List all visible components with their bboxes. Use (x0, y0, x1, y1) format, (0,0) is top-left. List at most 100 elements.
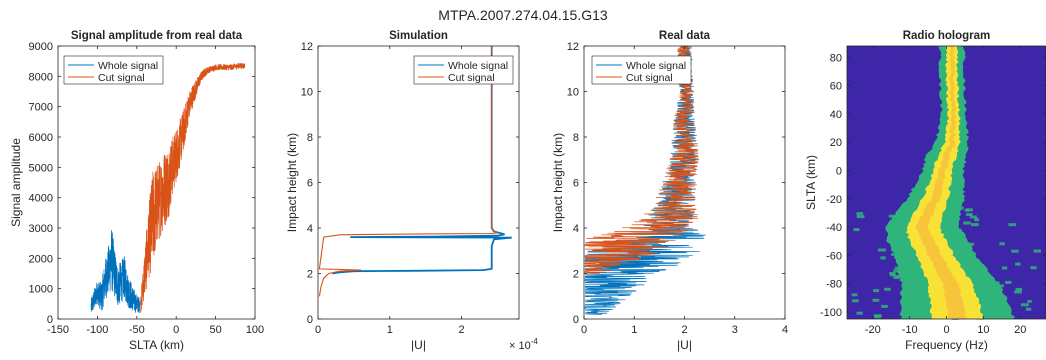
x-tick-label: 0 (581, 324, 587, 336)
plot-frame (317, 45, 520, 320)
x-tick-label: 2 (681, 324, 687, 336)
x-tick-label: 1 (631, 324, 637, 336)
hologram-speckle (873, 289, 880, 293)
hologram-speckle (1025, 307, 1032, 311)
y-tick-label: -40 (826, 222, 842, 234)
x-tick-label: -150 (47, 324, 69, 336)
x-tick-label: 0 (173, 324, 179, 336)
y-tick-label: 60 (830, 81, 842, 93)
hologram-speckle (1008, 223, 1017, 227)
legend-entry: Whole signal (626, 60, 686, 72)
series-line-cut (140, 62, 246, 313)
x-tick-label: 3 (732, 324, 738, 336)
legend-entry: Cut signal (98, 72, 145, 84)
x-tick-label: 4 (782, 324, 788, 336)
hologram-speckle (890, 273, 896, 277)
legend-box (591, 55, 692, 85)
x-tick-label: 2 (459, 324, 465, 336)
hologram-speckle (1027, 300, 1032, 303)
y-tick-label: 9000 (29, 41, 53, 53)
hologram-speckle (998, 284, 1004, 288)
hologram-speckle (888, 214, 896, 218)
y-tick-label: 7000 (29, 102, 53, 114)
hologram-speckle (1005, 280, 1012, 284)
series-line-whole (332, 46, 512, 275)
hologram-speckle (1001, 266, 1008, 270)
hologram-speckle (1020, 303, 1029, 307)
x-tick-label: -20 (865, 324, 881, 336)
panel-title: Simulation (389, 30, 448, 42)
hologram-speckle (893, 276, 900, 279)
y-tick-label: 5000 (29, 162, 53, 174)
y-tick-label: 0 (573, 314, 579, 326)
legend-box (413, 55, 514, 85)
x-tick-label: 0 (943, 324, 949, 336)
hologram-speckle (853, 228, 860, 232)
x-tick-label: 1 (387, 324, 393, 336)
hologram-speckle (1015, 287, 1023, 291)
hologram-speckle (878, 248, 886, 252)
hologram-speckle (891, 252, 896, 256)
y-tick-label: 80 (830, 52, 842, 64)
y-tick-label: 4000 (29, 193, 53, 205)
y-tick-label: 12 (301, 41, 313, 53)
y-tick-label: 20 (830, 137, 842, 149)
hologram-speckle (1014, 290, 1022, 294)
legend-entry: Cut signal (448, 72, 495, 84)
x-exponent-power: -4 (531, 337, 539, 346)
y-tick-label: 12 (567, 41, 579, 53)
y-axis-label: Signal amplitude (9, 138, 23, 227)
hologram-speckle (971, 223, 979, 227)
x-tick-label: -100 (86, 324, 108, 336)
x-exponent-base: × 10 (509, 340, 531, 352)
y-tick-label: 10 (567, 87, 579, 99)
y-tick-label: -80 (826, 279, 842, 291)
x-tick-label: 100 (246, 324, 264, 336)
hologram-speckle (999, 242, 1005, 246)
hologram-speckle (1030, 266, 1037, 270)
series-line-whole (90, 230, 141, 313)
y-tick-label: 2 (307, 269, 313, 281)
hologram-speckle (880, 256, 886, 260)
y-tick-label: 8 (573, 132, 579, 144)
y-tick-label: 0 (47, 314, 53, 326)
hologram-speckle (974, 218, 980, 222)
legend-entry: Whole signal (98, 60, 158, 72)
y-tick-label: 6000 (29, 132, 53, 144)
x-tick-label: 0 (315, 324, 321, 336)
radio-hologram-panel: -20 -10 0 10 20-100-80-60-40-20020406080Radi… (804, 30, 1046, 352)
y-tick-label: 1000 (29, 284, 53, 296)
x-axis-label: SLTA (km) (129, 338, 184, 352)
hologram-speckle (1011, 249, 1019, 253)
hologram-speckle (969, 215, 978, 219)
y-tick-label: 2000 (29, 253, 53, 265)
series-line-cut (318, 46, 500, 297)
legend-entry: Cut signal (626, 72, 673, 84)
x-tick-label: 20 (1014, 324, 1026, 336)
hologram-speckle (966, 213, 973, 216)
y-tick-label: -60 (826, 250, 842, 262)
y-tick-label: 10 (301, 87, 313, 99)
hologram-speckle (969, 242, 975, 246)
y-axis-label: Impact height (km) (551, 133, 565, 232)
y-tick-label: 3000 (29, 223, 53, 235)
x-tick-label: -10 (902, 324, 918, 336)
y-tick-label: 8000 (29, 71, 53, 83)
y-tick-label: 40 (830, 109, 842, 121)
y-tick-label: 4 (307, 223, 313, 235)
panel-title: Signal amplitude from real data (71, 30, 243, 42)
y-tick-label: 8 (307, 132, 313, 144)
hologram-speckle (894, 266, 902, 270)
hologram-speckle (856, 311, 863, 315)
legend-box (63, 55, 164, 85)
hologram-ridge-band (915, 46, 968, 319)
x-exponent-label: × 10-4 (509, 337, 538, 352)
y-tick-label: 2 (573, 269, 579, 281)
x-tick-label: -50 (129, 324, 145, 336)
